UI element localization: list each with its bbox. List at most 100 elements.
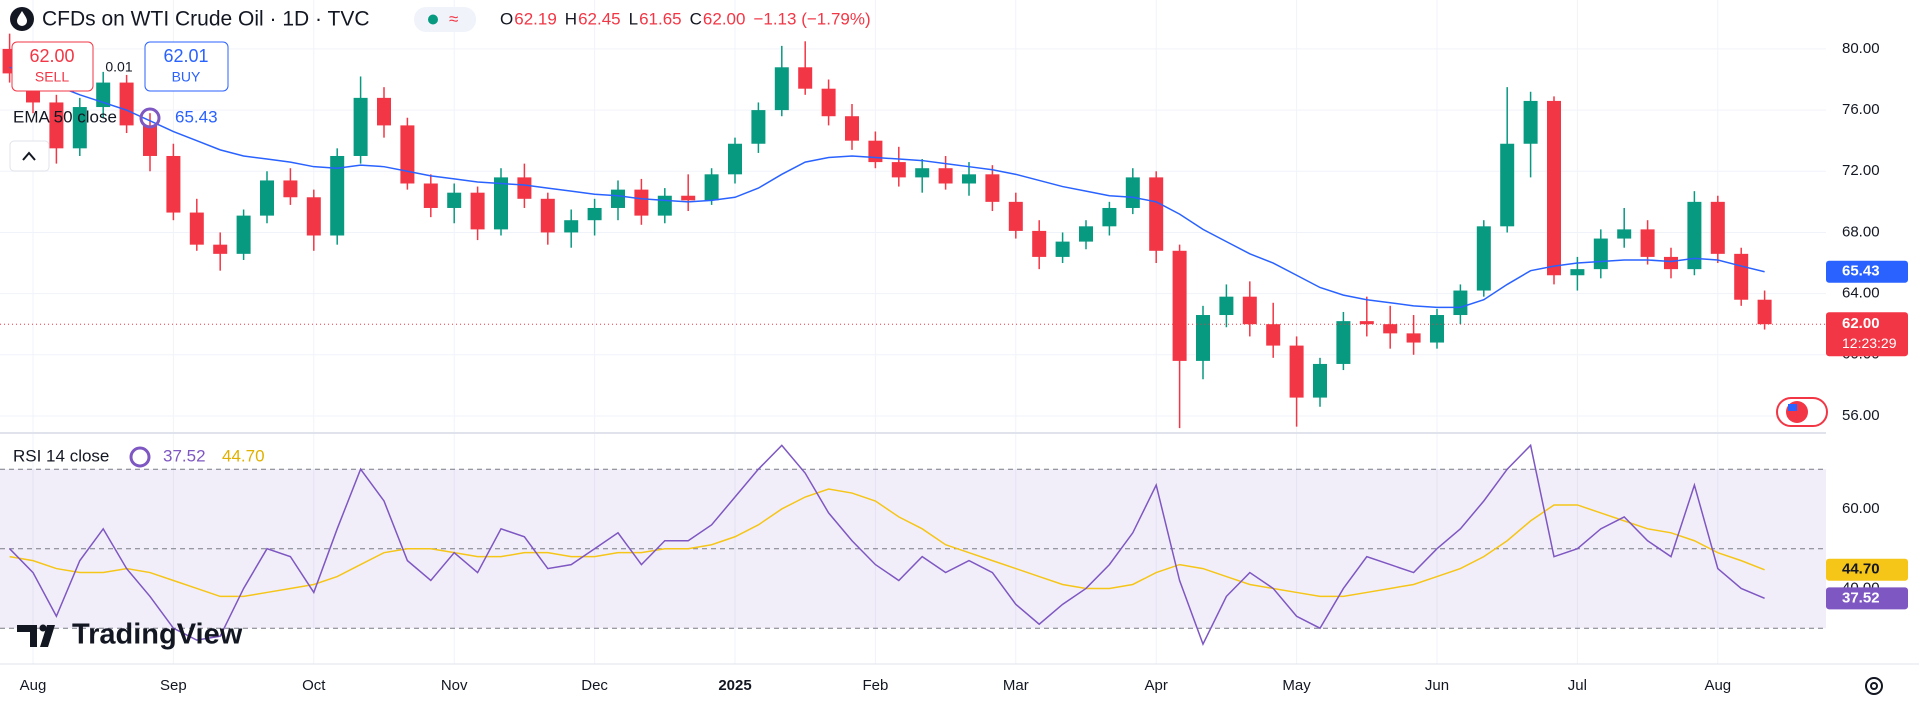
candle-body [1734,253,1749,300]
candle-body [72,107,87,149]
x-tick-label: Aug [20,677,47,694]
candle-body [1149,177,1164,251]
candle-body [377,97,391,126]
x-tick-label: 2025 [718,677,751,694]
candle-body [1079,226,1093,242]
candle-body [1453,290,1468,316]
candle-body [1406,333,1421,343]
rsi-ma-legend-value: 44.70 [222,446,265,465]
x-tick-label: Feb [862,677,888,694]
buy-button[interactable] [144,41,229,92]
candle-body [1336,321,1351,364]
status-icon: ≈ [449,9,458,28]
candle-body [330,155,345,236]
sell-label: SELL [35,69,69,85]
logo-dot [39,624,47,632]
candle-body [868,140,883,163]
y-tick-label: 64.00 [1842,285,1880,302]
candle-body [657,195,672,216]
candle-body [798,67,813,89]
candle-body [517,177,532,199]
rsi-badge [1826,587,1908,610]
candle-body [1196,315,1210,361]
symbol-title[interactable]: CFDs on WTI Crude Oil · 1D · TVC [42,8,370,31]
candle-body [962,174,976,184]
x-tick-label: Dec [581,677,608,694]
rsi-icon[interactable] [129,446,151,468]
x-tick-label: Sep [160,677,187,694]
y-tick-label: 76.00 [1842,101,1880,118]
rsi-legend-title[interactable]: RSI 14 close [13,446,109,465]
candle-body [1219,296,1234,316]
ohlc-key: L [629,9,638,28]
rsi-badge-label: 44.70 [1842,561,1880,578]
sell-button[interactable] [11,41,94,92]
candle-body [1008,201,1023,231]
candle-body [143,125,157,156]
x-tick-label: Aug [1704,677,1731,694]
candle-body [1664,256,1678,270]
collapse-button[interactable] [9,140,50,172]
rsi-legend-value: 37.52 [163,446,206,465]
flag-canton [1788,404,1797,411]
candle-body [938,168,953,184]
candle-body [470,192,485,230]
x-tick-label: May [1282,677,1311,694]
candle-body [400,125,415,184]
ema-icon[interactable] [139,107,161,129]
y-tick-label: 60.00 [1842,500,1880,517]
candle-body [306,197,321,236]
candle-body [704,174,719,201]
candle-body [611,189,625,208]
candle-body [236,215,251,254]
candle-body [985,174,1000,202]
candle-body [1055,241,1070,257]
x-tick-label: Nov [441,677,468,694]
candle-body [1500,143,1515,227]
logo-text[interactable]: TradingView [72,619,243,651]
symbol-icon-drop [17,11,27,26]
candle-body [1687,201,1702,270]
x-tick-label: Mar [1003,677,1029,694]
settings-icon-center [1870,682,1878,690]
candle-body [634,189,649,216]
candle-body [1523,100,1538,144]
candle-body [1547,100,1561,276]
ohlc-value: 61.65 [639,9,682,28]
candle-body [1593,238,1608,270]
candle-body [1430,315,1444,343]
candle-body [1313,363,1327,398]
ohlc-legend: O 62.19 H 62.45 L 61.65 C 62.00 −1.13 (−1.79%) [500,9,871,28]
candle-body [1125,177,1140,208]
candle-body [821,88,836,117]
ema-line [9,66,1765,309]
ohlc-key: H [565,9,577,28]
candle-body [1172,250,1187,361]
candle-body [751,110,766,144]
candle-body [845,116,859,141]
price-badge [1826,312,1908,357]
candle-body [891,162,906,178]
candle-body [1476,226,1491,291]
countdown: 12:23:29 [1842,335,1897,351]
candle-body [1359,321,1374,325]
y-tick-label: 80.00 [1842,40,1880,57]
ema-legend-value: 65.43 [175,107,218,126]
rsi-badge [1826,558,1908,581]
spread: 0.01 [105,59,132,75]
candle-body [564,220,579,233]
status-pill[interactable] [414,7,476,32]
candle-body [213,244,228,254]
x-tick-label: Apr [1145,677,1168,694]
candle-body [260,180,274,216]
settings-icon[interactable] [1865,677,1883,695]
ema-legend-title[interactable]: EMA 50 close [13,107,117,126]
ohlc-key: O [500,9,513,28]
collapse-icon [22,151,36,161]
rsi-ma-line [9,488,1765,598]
rsi-line [9,443,1765,647]
candle-body [1242,296,1257,325]
candle-body [1102,207,1117,227]
